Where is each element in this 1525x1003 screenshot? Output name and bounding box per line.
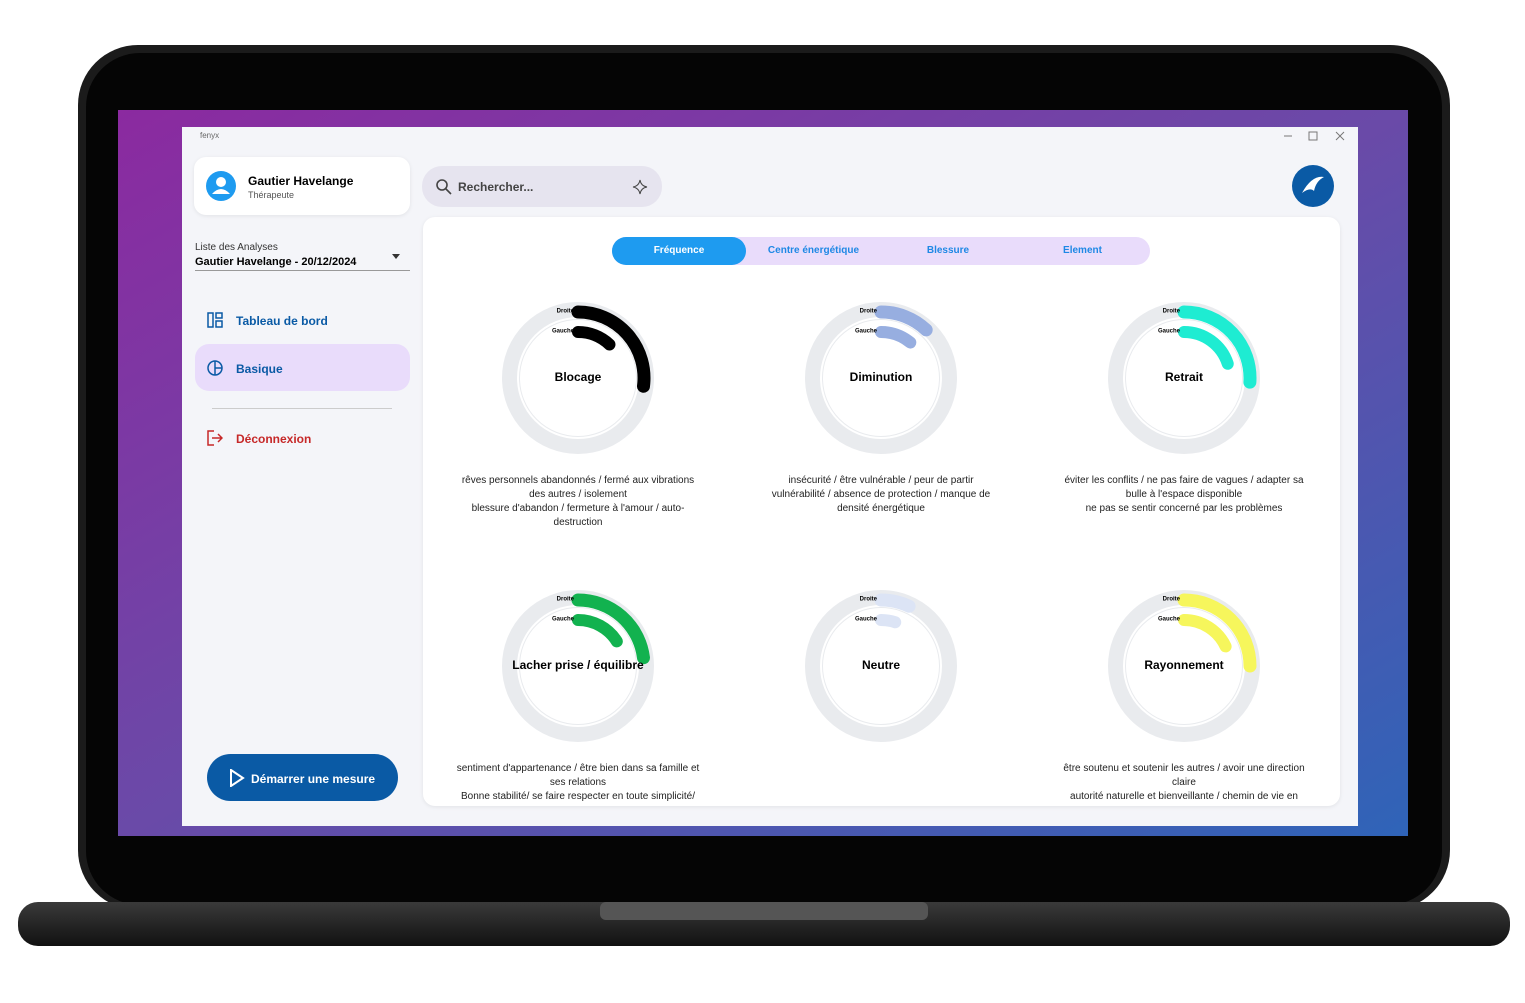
analysis-select[interactable]: Gautier Havelange - 20/12/2024 (195, 256, 410, 271)
gauge-label-left: Gauche (552, 617, 575, 623)
gauge-label-left: Gauche (1158, 617, 1181, 623)
sparkle-icon (632, 179, 648, 195)
description-line: insécurité / être vulnérable / peur de p… (788, 475, 974, 486)
search-placeholder: Rechercher... (458, 180, 534, 194)
dropdown-arrow (392, 254, 400, 259)
gauge-arc-left (875, 326, 917, 349)
description-line: éviter les conflits / ne pas faire de va… (1064, 475, 1304, 500)
tab[interactable]: Fréquence (653, 245, 705, 256)
gauge-arc-left (1178, 614, 1232, 653)
description-line: autorité naturelle et bienveillante / ch… (1070, 791, 1298, 802)
description-line: sentiment d'appartenance / être bien dan… (456, 763, 700, 788)
description-line: rêves personnels abandonnés / fermé aux … (461, 475, 695, 500)
card-description: sentiment d'appartenance / être bien dan… (453, 762, 703, 804)
card-description: être soutenu et soutenir les autres / av… (1059, 762, 1309, 804)
gauge-label-left: Gauche (552, 329, 575, 335)
window-controls[interactable] (1278, 129, 1354, 143)
basic-icon (207, 360, 223, 376)
card-title: Retrait (1165, 370, 1203, 384)
tab[interactable]: Element (1063, 245, 1102, 256)
card-title: Blocage (555, 370, 602, 384)
gauge-arc-left (1178, 326, 1234, 370)
description-line: blessure d'abandon / fermeture à l'amour… (471, 503, 685, 528)
nav-item[interactable]: Basique (236, 362, 283, 376)
play-icon (230, 769, 245, 787)
gauge-label-right: Droite (557, 309, 575, 315)
logout[interactable]: Déconnexion (236, 432, 312, 446)
user-name: Gautier Havelange (248, 174, 354, 188)
tab-active-bg (612, 237, 746, 265)
gauge-label-left: Gauche (1158, 329, 1181, 335)
card-title: Diminution (850, 370, 913, 384)
avatar (206, 171, 236, 201)
nav-item[interactable]: Tableau de bord (236, 314, 328, 328)
gauge-label-right: Droite (1163, 309, 1181, 315)
logout-icon (207, 430, 223, 446)
card-description: rêves personnels abandonnés / fermé aux … (453, 474, 703, 530)
main-panel: Droite Gauche Blocage Droite Gauche Diminutio… (423, 217, 1340, 806)
gauge-arc-right (874, 593, 916, 613)
card-description: éviter les conflits / ne pas faire de va… (1059, 474, 1309, 516)
gauge-arc-right (1177, 305, 1257, 389)
gauge-arc-right (571, 593, 650, 665)
logo[interactable] (1292, 165, 1334, 207)
tab[interactable]: Blessure (926, 245, 970, 256)
gauge-arc-left (875, 614, 902, 629)
divider (212, 408, 392, 409)
card-title: Rayonnement (1144, 658, 1223, 672)
gauge-arc-left (572, 614, 623, 648)
description-line: ne pas se sentir concerné par les problè… (1085, 503, 1283, 514)
dashboard-icon (207, 312, 223, 328)
tab[interactable]: Centre énergétique (767, 245, 860, 256)
card-title: Lacher prise / équilibre (512, 658, 644, 672)
description-line: être soutenu et soutenir les autres / av… (1063, 763, 1305, 788)
card-title: Neutre (862, 658, 900, 672)
description-line: vulnérabilité / absence de protection / … (771, 489, 991, 514)
gauges: Droite Gauche Blocage Droite Gauche Diminutio… (502, 302, 1260, 742)
gauge-label-right: Droite (557, 597, 575, 603)
select-label: Liste des Analyses (195, 242, 278, 253)
search-icon (436, 179, 452, 195)
gauge-label-left: Gauche (855, 617, 878, 623)
card-description: insécurité / être vulnérable / peur de p… (756, 474, 1006, 516)
gauge-arc-right (1177, 593, 1257, 673)
gauge-arc-right (571, 305, 651, 393)
gauge-label-right: Droite (1163, 597, 1181, 603)
start-button[interactable]: Démarrer une mesure (207, 754, 398, 801)
nav-active-bg (195, 344, 410, 391)
search-box[interactable]: Rechercher... (422, 166, 662, 207)
profile-card[interactable]: Gautier Havelange Thérapeute (194, 157, 410, 215)
gauge-label-right: Droite (860, 309, 878, 315)
window-title: fenyx (200, 131, 220, 140)
gauge-label-right: Droite (860, 597, 878, 603)
gauge-label-left: Gauche (855, 329, 878, 335)
gauge-arc-right (874, 305, 933, 337)
user-role: Thérapeute (248, 190, 295, 200)
gauge-arc-left (572, 326, 616, 351)
description-line: Bonne stabilité/ se faire respecter en t… (460, 791, 695, 802)
start-button-label: Démarrer une mesure (251, 772, 376, 786)
